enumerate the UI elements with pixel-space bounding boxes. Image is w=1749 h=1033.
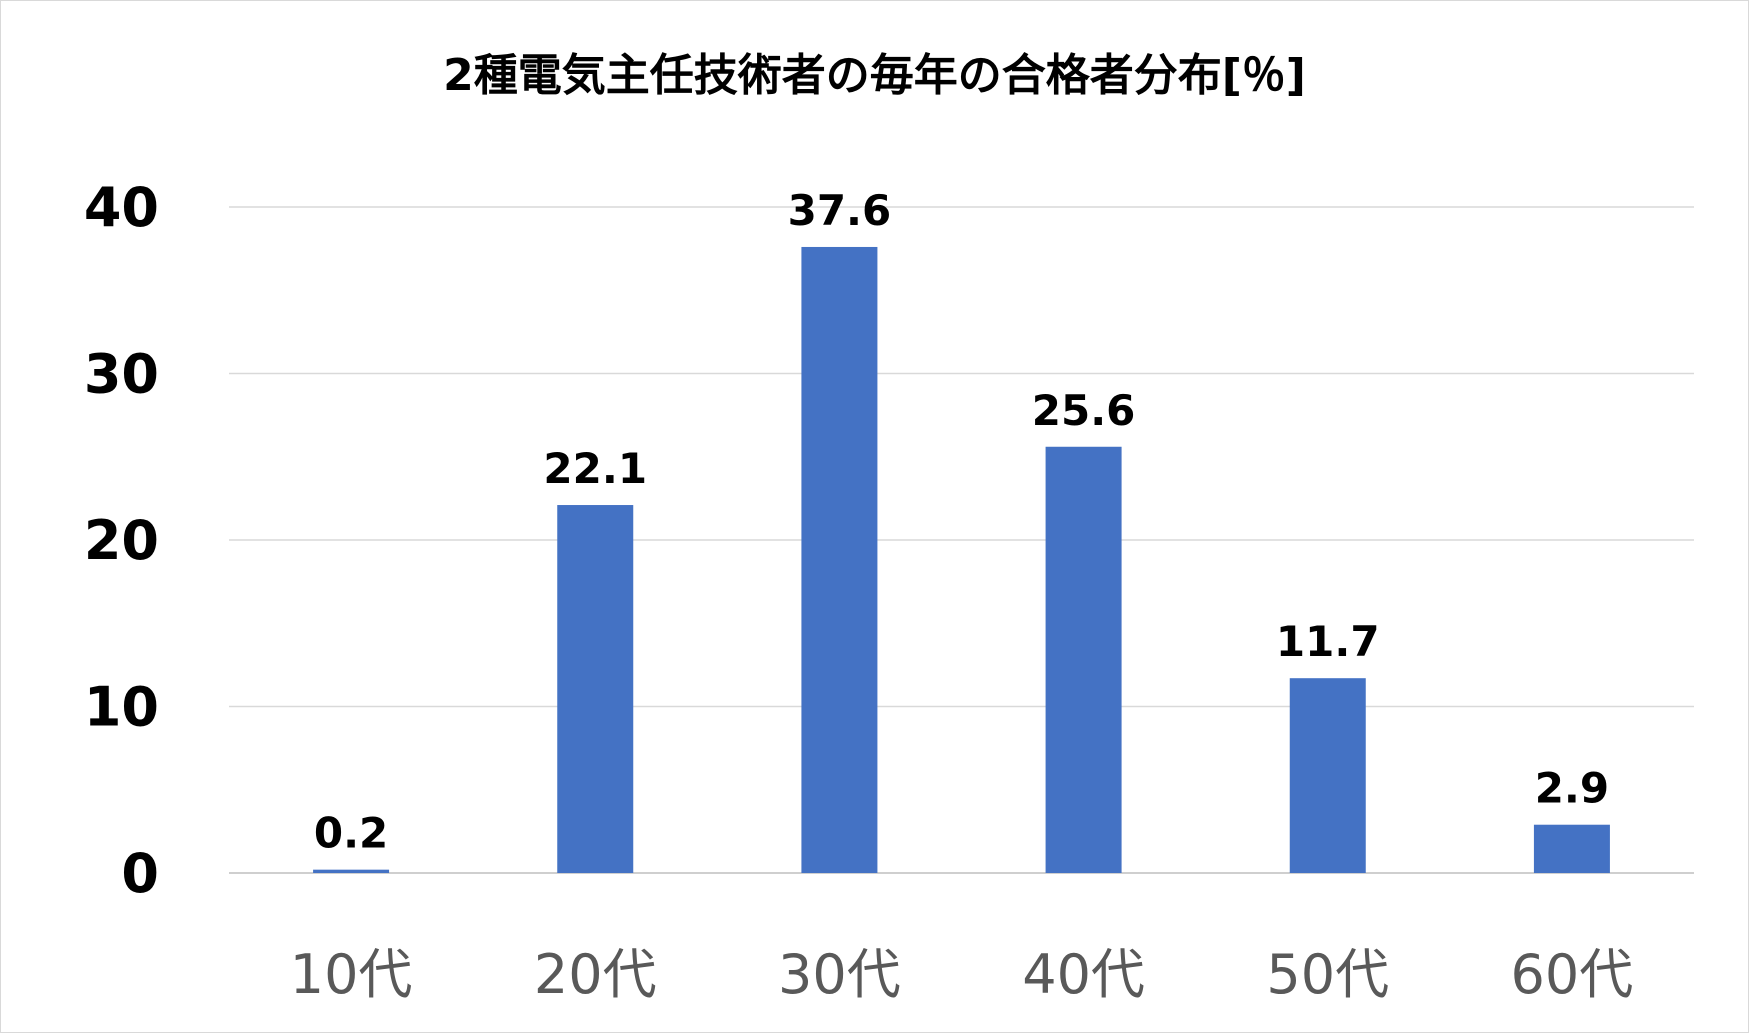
x-tick-label: 30代 xyxy=(778,943,901,1006)
y-tick-label: 30 xyxy=(84,343,159,406)
data-label-layer: 0.2 22.1 37.6 25.6 11.7 2.9 xyxy=(314,186,1609,858)
bar xyxy=(313,869,390,873)
bar xyxy=(1289,678,1366,873)
bar xyxy=(1533,824,1610,873)
chart-title: 2種電気主任技術者の毎年の合格者分布[％] xyxy=(443,50,1306,101)
y-tick-label: 10 xyxy=(84,676,159,739)
bar-layer xyxy=(313,246,1610,873)
y-tick-label: 0 xyxy=(121,842,159,905)
data-label: 0.2 xyxy=(314,809,388,858)
x-tick-label: 10代 xyxy=(290,943,413,1006)
y-tick-label: 20 xyxy=(84,509,159,572)
x-axis-ticks: 10代 20代 30代 40代 50代 60代 xyxy=(290,943,1634,1006)
x-tick-label: 60代 xyxy=(1511,943,1634,1006)
grid-layer xyxy=(229,206,1694,874)
data-label: 22.1 xyxy=(543,444,647,493)
bar xyxy=(557,505,634,873)
bar xyxy=(1045,446,1122,873)
bar xyxy=(801,246,878,873)
data-label: 37.6 xyxy=(788,186,892,235)
data-label: 11.7 xyxy=(1276,617,1380,666)
y-tick-label: 40 xyxy=(84,176,159,239)
data-label: 2.9 xyxy=(1535,764,1609,813)
x-tick-label: 40代 xyxy=(1022,943,1145,1006)
x-tick-label: 50代 xyxy=(1266,943,1389,1006)
y-axis-ticks: 0 10 20 30 40 xyxy=(84,176,159,905)
data-label: 25.6 xyxy=(1032,386,1136,435)
x-tick-label: 20代 xyxy=(534,943,657,1006)
